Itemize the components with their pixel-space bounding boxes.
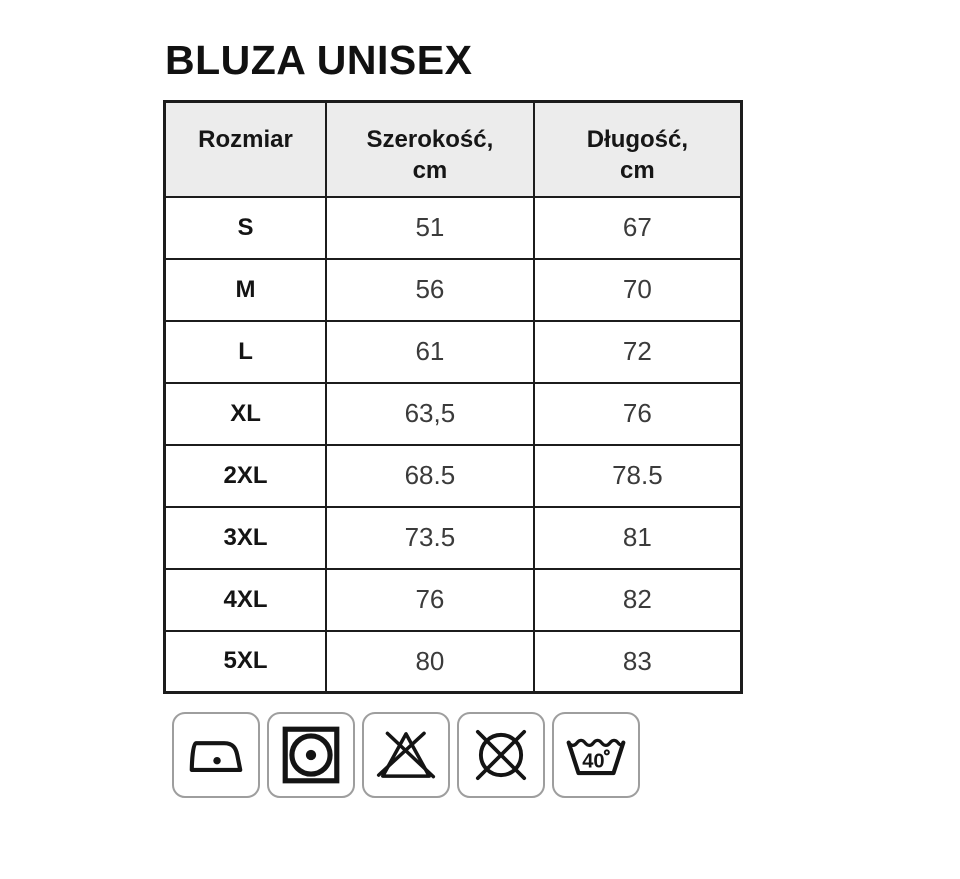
size-cell: 5XL bbox=[163, 629, 328, 694]
table-row: 2XL 68.5 78.5 bbox=[163, 443, 743, 508]
width-cell: 73.5 bbox=[325, 505, 535, 570]
width-cell: 76 bbox=[325, 567, 535, 632]
length-cell: 70 bbox=[532, 257, 743, 322]
length-cell: 81 bbox=[532, 505, 743, 570]
length-cell: 72 bbox=[532, 319, 743, 384]
table-row: 5XL 80 83 bbox=[163, 629, 743, 694]
size-cell: M bbox=[163, 257, 328, 322]
header-line: Rozmiar bbox=[198, 126, 293, 154]
length-cell: 67 bbox=[532, 195, 743, 260]
tumble-dry-icon bbox=[267, 712, 355, 799]
table-row: L 61 72 bbox=[163, 319, 743, 384]
table-row: XL 63,5 76 bbox=[163, 381, 743, 446]
iron-icon bbox=[172, 712, 260, 799]
table-row: 3XL 73.5 81 bbox=[163, 505, 743, 570]
column-header-width: Szerokość, cm bbox=[325, 100, 535, 198]
size-cell: XL bbox=[163, 381, 328, 446]
length-cell: 76 bbox=[532, 381, 743, 446]
header-line: cm bbox=[620, 157, 655, 185]
width-cell: 51 bbox=[325, 195, 535, 260]
length-cell: 82 bbox=[532, 567, 743, 632]
size-guide-page: BLUZA UNISEX Rozmiar Szerokość, cm Długo… bbox=[163, 37, 960, 799]
care-symbols-row: 40 bbox=[172, 712, 960, 799]
width-cell: 80 bbox=[325, 629, 535, 694]
do-not-dry-clean-icon bbox=[457, 712, 545, 799]
length-cell: 83 bbox=[532, 629, 743, 694]
size-cell: L bbox=[163, 319, 328, 384]
table-row: S 51 67 bbox=[163, 195, 743, 260]
wash-temperature-label: 40 bbox=[582, 751, 604, 773]
header-line: Szerokość, bbox=[366, 126, 494, 154]
table-row: 4XL 76 82 bbox=[163, 567, 743, 632]
size-table: Rozmiar Szerokość, cm Długość, cm S 51 6… bbox=[163, 100, 743, 695]
width-cell: 56 bbox=[325, 257, 535, 322]
size-cell: S bbox=[163, 195, 328, 260]
size-cell: 3XL bbox=[163, 505, 328, 570]
width-cell: 63,5 bbox=[325, 381, 535, 446]
size-cell: 4XL bbox=[163, 567, 328, 632]
column-header-length: Długość, cm bbox=[532, 100, 743, 198]
table-header-row: Rozmiar Szerokość, cm Długość, cm bbox=[163, 100, 743, 198]
do-not-bleach-icon bbox=[362, 712, 450, 799]
table-row: M 56 70 bbox=[163, 257, 743, 322]
width-cell: 68.5 bbox=[325, 443, 535, 508]
column-header-size: Rozmiar bbox=[163, 100, 328, 198]
wash-40-icon: 40 bbox=[552, 712, 640, 799]
page-title: BLUZA UNISEX bbox=[165, 37, 473, 83]
header-line: cm bbox=[412, 157, 448, 185]
length-cell: 78.5 bbox=[532, 443, 743, 508]
width-cell: 61 bbox=[325, 319, 535, 384]
size-cell: 2XL bbox=[163, 443, 328, 508]
header-line: Długość, bbox=[586, 126, 689, 154]
